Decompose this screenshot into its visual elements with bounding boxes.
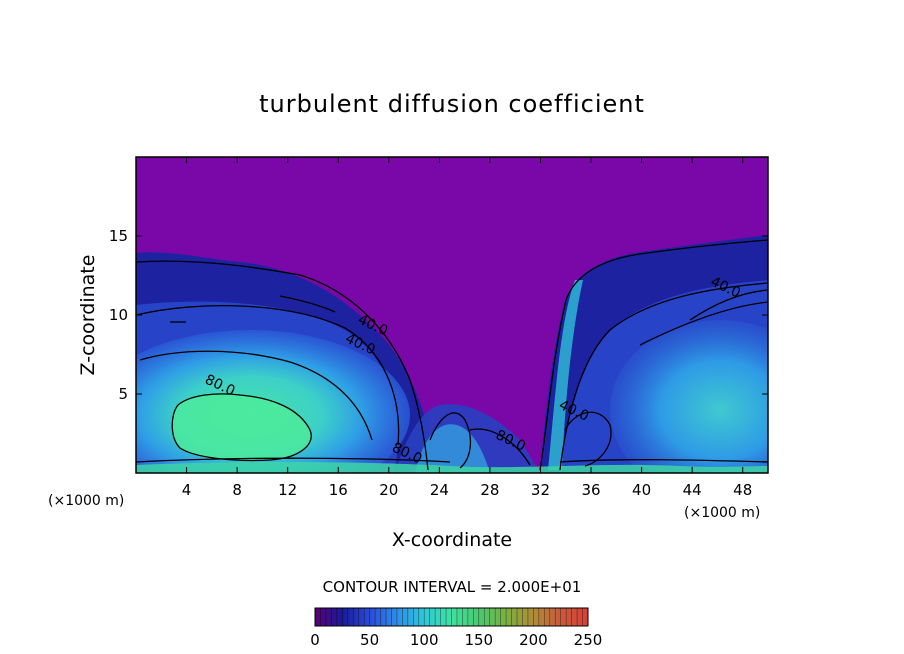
plot-area: 80.040.040.080.0 80.040.040.0 — [136, 157, 768, 473]
contour-line — [564, 411, 612, 467]
colorbar-tick-label: 0 — [310, 631, 320, 649]
x-tick-label: 16 — [329, 481, 348, 499]
colorbar-tick-label: 200 — [519, 631, 548, 649]
contour-line — [539, 239, 768, 471]
x-unit-left: (×1000 m) — [48, 493, 124, 509]
chart-title: turbulent diffusion coefficient — [259, 90, 645, 118]
x-tick-label: 12 — [278, 481, 297, 499]
x-tick-label: 32 — [531, 481, 550, 499]
colorbar-tick-label: 150 — [464, 631, 493, 649]
x-unit-right: (×1000 m) — [684, 505, 760, 521]
x-tick-label: 24 — [430, 481, 449, 499]
contour-line — [136, 457, 451, 463]
colorbar: 0 50 100 150 200 250 — [310, 607, 602, 649]
contour-line — [559, 282, 768, 471]
contour-line — [279, 295, 336, 313]
y-tick-label: 10 — [109, 306, 128, 324]
x-tick-label: 8 — [232, 481, 242, 499]
contour-line — [171, 393, 312, 462]
contour-line — [139, 350, 373, 441]
contour-line — [639, 301, 768, 346]
left-eddy-max — [172, 393, 312, 461]
x-tick-label: 4 — [182, 481, 192, 499]
x-tick-label: 28 — [480, 481, 499, 499]
colorbar-ticks: 0 50 100 150 200 250 — [310, 631, 602, 649]
x-tick-label: 44 — [683, 481, 702, 499]
x-tick-label: 40 — [632, 481, 651, 499]
y-axis-label: Z-coordinate — [77, 255, 99, 376]
contour-line — [136, 260, 429, 471]
contour-line — [559, 459, 768, 463]
y-tick-label: 5 — [118, 385, 128, 403]
colorbar-tick-label: 250 — [574, 631, 603, 649]
contour-line — [136, 304, 400, 446]
x-tick-label: 20 — [379, 481, 398, 499]
colorbar-lines — [320, 608, 583, 626]
contour-interval-text: CONTOUR INTERVAL = 2.000E+01 — [323, 578, 582, 596]
contour-lines — [136, 239, 768, 471]
x-axis: 4 8 12 16 20 24 28 32 36 40 44 48 — [182, 157, 752, 499]
contour-line — [469, 428, 531, 466]
surface-layer — [136, 462, 768, 473]
colorbar-tick-label: 50 — [360, 631, 379, 649]
y-tick-label: 15 — [109, 227, 128, 245]
contour-line — [429, 412, 472, 469]
y-axis: 5 10 15 — [109, 227, 768, 403]
x-tick-label: 36 — [581, 481, 600, 499]
right-eddy-core — [610, 320, 768, 473]
x-tick-label: 48 — [733, 481, 752, 499]
contour-line — [689, 289, 768, 321]
right-plume — [548, 280, 583, 470]
x-axis-label: X-coordinate — [392, 529, 512, 551]
colorbar-tick-label: 100 — [410, 631, 439, 649]
colorbar-frame — [314, 607, 589, 627]
